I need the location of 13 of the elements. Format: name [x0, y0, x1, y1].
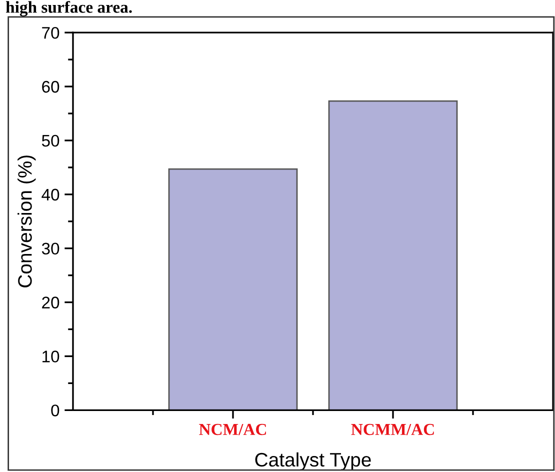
y-tick-label: 60	[42, 80, 60, 93]
y-tick-label: 70	[42, 26, 60, 39]
x-axis-title: Catalyst Type	[255, 452, 371, 470]
text: high surface area.	[6, 0, 132, 16]
y-tick-label: 20	[42, 296, 60, 308]
y-tick-label: 0	[51, 404, 60, 416]
y-axis-title: Conversion (%)	[18, 156, 36, 288]
y-tick-label: 50	[42, 134, 60, 147]
y-tick-label: 10	[42, 350, 60, 362]
x-tick-label: NCM/AC	[199, 424, 266, 436]
y-tick-label: 30	[42, 242, 60, 255]
y-tick-label: 40	[42, 188, 60, 201]
x-tick-label: NCMM/AC	[351, 424, 434, 436]
